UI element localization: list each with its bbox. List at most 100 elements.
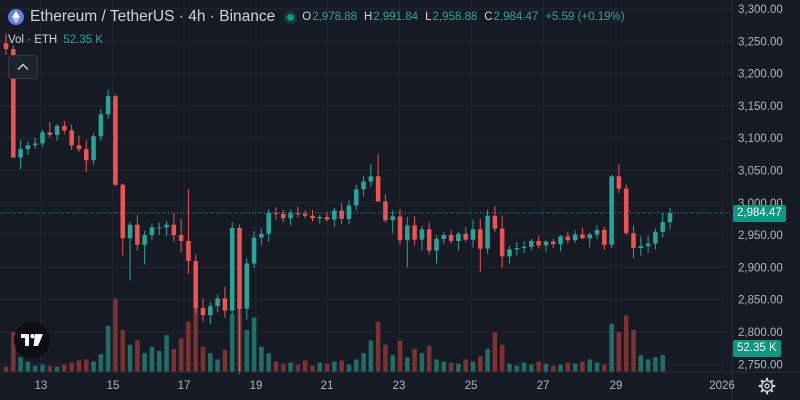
candle-body <box>667 213 673 223</box>
volume-bar <box>288 362 293 372</box>
volume-bar <box>310 365 315 372</box>
candle <box>237 224 242 374</box>
volume-bar <box>594 362 600 372</box>
candle-body <box>69 130 74 146</box>
volume-bar <box>164 335 169 372</box>
market-status-dot <box>287 13 295 21</box>
candle <box>368 164 374 187</box>
candle <box>171 213 177 242</box>
candle <box>18 139 23 170</box>
price-tick-label: 3,200.00 <box>738 69 783 81</box>
candle <box>156 222 162 236</box>
price-tick-label: 2,850.00 <box>738 295 783 307</box>
last-price-tag: 2,984.47 <box>733 204 786 222</box>
volume-bar <box>281 363 286 372</box>
candle-body <box>353 189 359 206</box>
candle-body <box>281 213 286 219</box>
candle <box>208 302 213 325</box>
candle-body <box>266 213 271 234</box>
candle-body <box>127 224 133 239</box>
volume-bar <box>514 365 520 372</box>
volume-bar <box>580 361 585 372</box>
volume-bar <box>259 346 264 372</box>
volume-tag: 52.35 K <box>733 340 781 357</box>
volume-bar <box>3 366 9 372</box>
volume-bar <box>361 353 366 372</box>
volume-bar <box>244 330 250 372</box>
price-tick-label: 3,150.00 <box>738 101 783 113</box>
candle <box>346 200 352 225</box>
ethereum-logo-icon <box>8 9 24 25</box>
candle-body <box>529 240 534 247</box>
candles <box>3 33 673 374</box>
candle-body <box>645 243 651 247</box>
ohlc-open-value: 2,978.88 <box>312 11 357 23</box>
candle <box>200 298 206 322</box>
candle-body <box>149 227 155 236</box>
volume-legend[interactable]: Vol · ETH 52.35 K <box>8 34 103 46</box>
candle-body <box>456 233 461 241</box>
symbol-title[interactable]: Ethereum / TetherUS · 4h · Binance <box>30 8 276 25</box>
ohlc-low-value: 2,958.88 <box>432 11 478 23</box>
price-tick-label: 2,900.00 <box>738 262 783 274</box>
candle-body <box>208 306 213 316</box>
candle <box>448 229 454 244</box>
candle <box>521 240 527 254</box>
candle <box>397 209 403 245</box>
volume-bar <box>529 364 534 372</box>
volume-bar <box>470 361 476 372</box>
candle <box>339 202 344 225</box>
volume-bar <box>266 353 271 372</box>
candle <box>120 183 126 256</box>
candle <box>623 184 629 236</box>
candle-body <box>631 233 636 248</box>
candle-body <box>54 125 60 135</box>
candle <box>499 215 505 269</box>
volume-bar <box>602 364 607 372</box>
candle <box>135 215 140 251</box>
tradingview-logo-icon[interactable] <box>14 322 50 358</box>
candle <box>558 235 563 252</box>
candle-body <box>310 215 315 219</box>
volume-bar <box>499 344 505 372</box>
candle <box>353 184 359 211</box>
candle <box>32 137 38 149</box>
candle-body <box>135 224 140 245</box>
candle <box>478 218 483 272</box>
candle-body <box>485 215 490 249</box>
candle-body <box>244 263 250 309</box>
candle <box>193 254 198 314</box>
candle <box>536 235 541 249</box>
volume-bar <box>609 323 614 372</box>
time-tick-label: 2026 <box>709 380 735 392</box>
volume-bar <box>375 321 381 372</box>
volume-bar <box>171 348 177 372</box>
candle-body <box>653 231 658 244</box>
volume-bar <box>405 357 410 372</box>
candle <box>645 235 651 253</box>
volume-bar <box>346 364 352 372</box>
candle-body <box>397 216 403 241</box>
candle-body <box>317 217 323 219</box>
volume-bar <box>478 356 483 372</box>
volume-bar <box>507 363 512 372</box>
candle-body <box>76 145 82 150</box>
volume-bar <box>25 361 31 372</box>
candle <box>142 230 147 265</box>
candle-body <box>142 235 147 245</box>
candle-body <box>229 227 235 311</box>
candle-body <box>25 145 31 150</box>
volume-bar <box>47 365 53 372</box>
volume-bar <box>638 355 644 372</box>
settings-gear-icon[interactable] <box>758 377 776 395</box>
time-tick-label: 21 <box>321 380 334 392</box>
volume-bar <box>339 360 344 372</box>
candle <box>186 189 191 274</box>
collapse-legend-button[interactable] <box>8 55 38 79</box>
candle <box>222 286 228 318</box>
candle-body <box>32 143 38 146</box>
candle-body <box>324 217 330 220</box>
candle-body <box>84 149 89 161</box>
candle <box>609 175 614 248</box>
